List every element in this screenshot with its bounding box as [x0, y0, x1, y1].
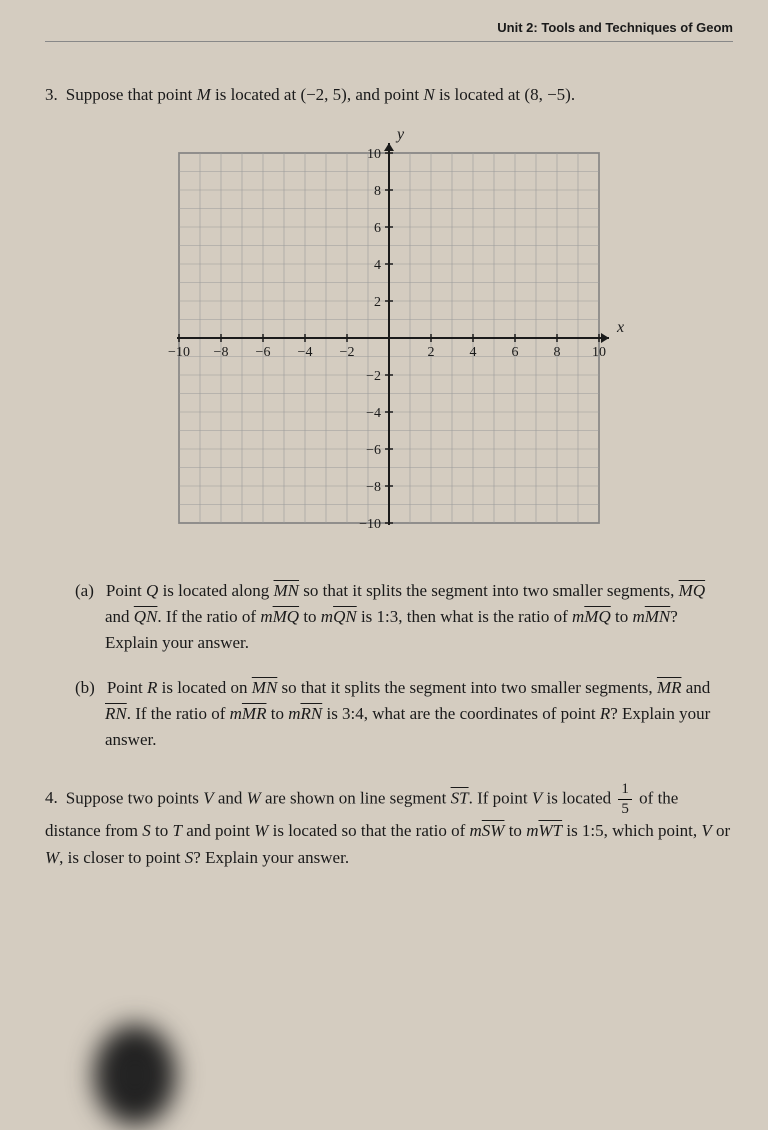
svg-text:−6: −6 — [366, 443, 381, 458]
svg-text:2: 2 — [374, 295, 381, 310]
p3-t1: Suppose that point — [66, 85, 197, 104]
point-N: N — [423, 85, 434, 104]
segment-MR: MR — [657, 678, 682, 697]
p3-t4: is located at — [435, 85, 525, 104]
svg-text:8: 8 — [554, 345, 561, 360]
segment-WT: WT — [538, 821, 562, 840]
svg-text:−4: −4 — [366, 406, 381, 421]
svg-text:−10: −10 — [168, 345, 190, 360]
coord-M: (−2, 5) — [300, 85, 346, 104]
svg-text:y: y — [395, 126, 405, 143]
svg-text:4: 4 — [374, 258, 381, 273]
svg-text:8: 8 — [374, 184, 381, 199]
part-a-label: (a) — [75, 581, 94, 600]
p3-t2: is located at — [211, 85, 301, 104]
problem-3-statement: 3. Suppose that point M is located at (−2… — [45, 82, 733, 108]
point-M: M — [197, 85, 211, 104]
svg-text:10: 10 — [367, 147, 381, 162]
part-b-label: (b) — [75, 678, 95, 697]
segment-MQ: MQ — [679, 581, 705, 600]
svg-text:6: 6 — [374, 221, 381, 236]
svg-text:−8: −8 — [366, 480, 381, 495]
svg-text:4: 4 — [470, 345, 477, 360]
fraction-1-5: 15 — [618, 782, 632, 817]
thumb-shadow — [90, 1020, 180, 1130]
svg-text:−2: −2 — [340, 345, 355, 360]
svg-text:6: 6 — [512, 345, 519, 360]
segment-RN: RN — [105, 704, 127, 723]
page-header: Unit 2: Tools and Techniques of Geom — [45, 20, 733, 42]
svg-text:−2: −2 — [366, 369, 381, 384]
problem-4-number: 4. — [45, 784, 58, 811]
part-a: (a)Point Q is located along MN so that i… — [75, 578, 733, 657]
problem-3: 3. Suppose that point M is located at (−2… — [45, 82, 733, 754]
svg-text:−6: −6 — [256, 345, 271, 360]
svg-text:−8: −8 — [214, 345, 229, 360]
problem-3-number: 3. — [45, 82, 58, 108]
svg-text:−10: −10 — [359, 517, 381, 532]
p3-period: . — [571, 85, 575, 104]
part-b: (b)Point R is located on MN so that it s… — [75, 675, 733, 754]
coord-N: (8, −5) — [524, 85, 570, 104]
svg-text:−4: −4 — [298, 345, 313, 360]
segment-QN: QN — [134, 607, 158, 626]
coordinate-grid-container: −10 −8 −6 −4 −2 2 4 6 8 10 10 8 6 4 2 −2 −4 −6 −8 −10 x y — [45, 123, 733, 553]
segment-MN: MN — [274, 581, 300, 600]
p3-t3: , and point — [347, 85, 424, 104]
svg-text:2: 2 — [428, 345, 435, 360]
svg-text:x: x — [616, 319, 624, 336]
segment-ST: ST — [451, 788, 469, 807]
segment-SW: SW — [482, 821, 505, 840]
coordinate-grid: −10 −8 −6 −4 −2 2 4 6 8 10 10 8 6 4 2 −2 −4 −6 −8 −10 x y — [149, 123, 629, 553]
problem-4: 4.Suppose two points V and W are shown o… — [45, 782, 733, 871]
segment-MN-b: MN — [252, 678, 278, 697]
svg-text:10: 10 — [592, 345, 606, 360]
